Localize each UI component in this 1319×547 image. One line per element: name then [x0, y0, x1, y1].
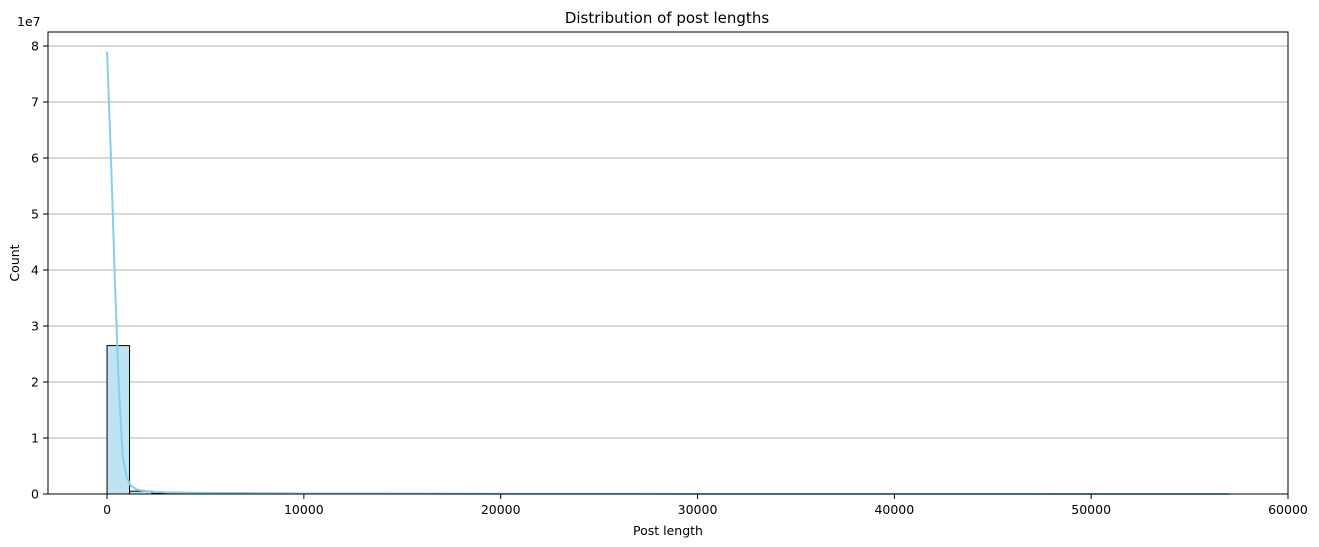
y-tick-label-8: 8	[31, 39, 39, 54]
y-tick-label-2: 2	[31, 375, 39, 390]
y-tick-label-1: 1	[31, 431, 39, 446]
x-tick-label-2: 20000	[481, 502, 521, 517]
plot-frame	[47, 31, 1289, 495]
kde-curve	[106, 51, 1229, 495]
x-tick-label-3: 30000	[678, 502, 718, 517]
x-tick-label-4: 40000	[874, 502, 914, 517]
x-axis-ticks: 0 10000 20000 30000 40000 50000 60000	[103, 494, 1308, 517]
y-offset-label: 1e7	[17, 14, 41, 29]
grid-lines	[48, 45, 1288, 495]
y-axis-ticks: 0 1 2 3 4 5 6 7 8	[31, 39, 48, 502]
x-tick-label-1: 10000	[284, 502, 324, 517]
y-axis-label: Count	[7, 244, 22, 281]
y-tick-label-6: 6	[31, 151, 39, 166]
x-tick-label-6: 60000	[1268, 502, 1308, 517]
y-tick-label-3: 3	[31, 319, 39, 334]
y-tick-label-5: 5	[31, 207, 39, 222]
x-tick-label-5: 50000	[1071, 502, 1111, 517]
y-tick-label-7: 7	[31, 95, 39, 110]
y-tick-label-4: 4	[31, 263, 39, 278]
x-tick-label-0: 0	[103, 502, 111, 517]
y-tick-label-0: 0	[31, 487, 39, 502]
chart-title: Distribution of post lengths	[565, 9, 769, 27]
x-axis-label: Post length	[633, 523, 703, 538]
kde-line	[106, 51, 1229, 495]
